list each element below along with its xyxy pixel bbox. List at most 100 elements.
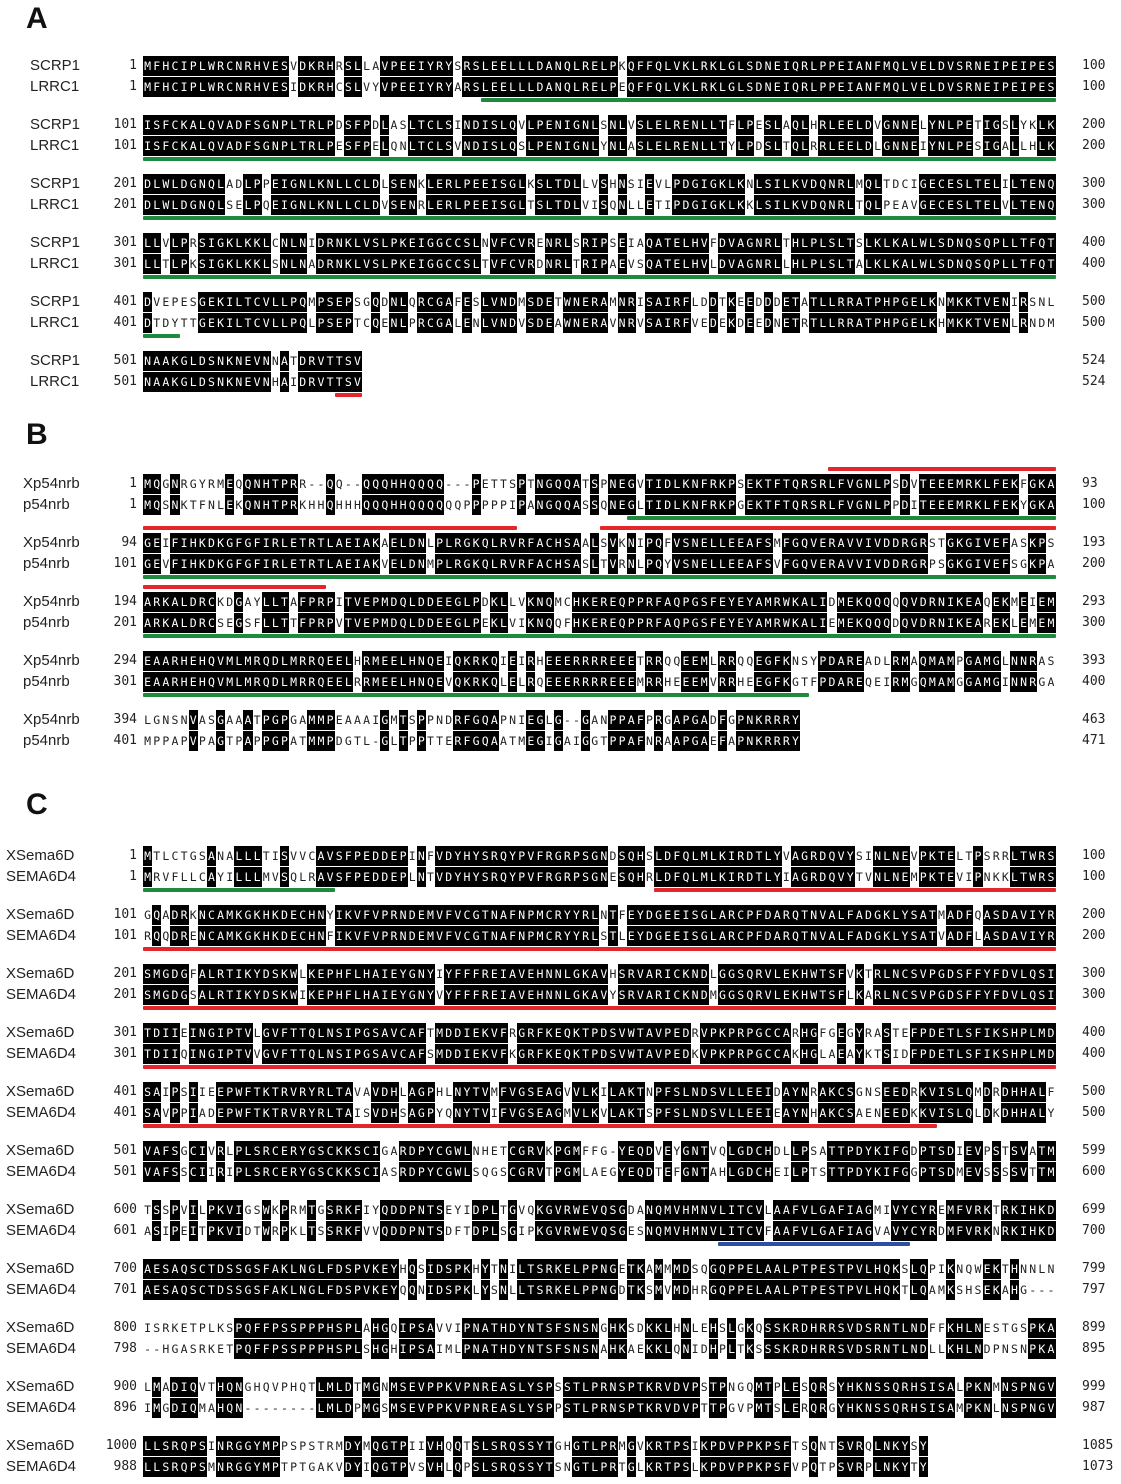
residue: I <box>973 554 983 574</box>
residue: K <box>982 1200 992 1220</box>
residue: P <box>408 316 416 330</box>
residue: N <box>509 713 517 727</box>
residue: R <box>307 533 317 553</box>
residue: Q <box>225 1398 235 1418</box>
residue: D <box>562 174 572 194</box>
residue: P <box>663 1044 673 1064</box>
residue: R <box>644 651 654 671</box>
residue: S <box>627 1321 635 1335</box>
residue: N <box>1009 672 1019 692</box>
residue: C <box>170 136 180 156</box>
residue: H <box>481 1144 489 1158</box>
residue: N <box>498 1280 508 1300</box>
residue: E <box>736 554 746 574</box>
residue: I <box>398 1318 408 1338</box>
residue: H <box>681 1200 691 1220</box>
residue: K <box>279 1280 289 1300</box>
residue: P <box>599 254 609 274</box>
residue: L <box>489 554 499 574</box>
residue: V <box>627 257 635 271</box>
panel-label-a: A <box>26 2 48 35</box>
residue: S <box>562 554 572 574</box>
residue: D <box>681 1023 691 1043</box>
residue: F <box>836 1221 846 1241</box>
residue: Q <box>425 495 435 515</box>
residue: P <box>371 592 381 612</box>
residue: D <box>700 295 708 309</box>
residue: R <box>389 926 399 946</box>
residue: S <box>936 1398 946 1418</box>
residue: S <box>745 56 755 76</box>
residue: Y <box>307 1103 317 1123</box>
residue: R <box>544 867 554 887</box>
residue: E <box>216 1082 226 1102</box>
residue: D <box>910 1144 918 1158</box>
residue: H <box>571 592 581 612</box>
residue: M <box>654 1259 664 1279</box>
residue: L <box>781 1259 791 1279</box>
residue: G <box>508 1200 518 1220</box>
residue: N <box>891 985 901 1005</box>
residue: N <box>891 115 901 135</box>
residue: R <box>416 292 426 312</box>
residue: Y <box>900 926 910 946</box>
residue: L <box>526 56 536 76</box>
residue: C <box>435 1141 445 1161</box>
residue: K <box>217 595 225 609</box>
residue: V <box>489 292 499 312</box>
residue: F <box>343 985 353 1005</box>
residue: F <box>708 592 718 612</box>
residue: S <box>763 554 773 574</box>
residue: E <box>1037 77 1047 97</box>
residue: P <box>435 1377 445 1397</box>
residue: R <box>553 233 563 253</box>
residue: S <box>801 654 809 668</box>
residue: Q <box>654 533 664 553</box>
residue: K <box>216 533 226 553</box>
residue: S <box>582 498 590 512</box>
residue: M <box>664 1262 672 1276</box>
residue: E <box>207 1085 215 1099</box>
residue: A <box>571 495 581 515</box>
residue: I <box>845 77 855 97</box>
residue: T <box>544 1436 554 1456</box>
residue: P <box>352 1023 362 1043</box>
residue: F <box>891 1162 901 1182</box>
residue: G <box>846 1026 854 1040</box>
residue: L <box>206 964 216 984</box>
residue: S <box>801 1380 809 1394</box>
sequence-name: SEMA6D4 <box>6 1458 77 1475</box>
residue: S <box>270 985 280 1005</box>
residue: T <box>936 867 946 887</box>
residue: K <box>179 136 189 156</box>
residue: P <box>462 1318 472 1338</box>
residue: L <box>900 1339 910 1359</box>
residue: P <box>809 233 819 253</box>
residue: L <box>562 964 572 984</box>
residue: V <box>509 616 517 630</box>
residue: Y <box>562 926 572 946</box>
residue: E <box>745 1259 755 1279</box>
residue: G <box>1020 1283 1028 1297</box>
residue: L <box>672 495 682 515</box>
residue: L <box>1047 295 1055 309</box>
residue: L <box>526 136 536 156</box>
residue: V <box>270 1023 280 1043</box>
residue: L <box>252 846 262 866</box>
sequence-start-position: 201 <box>113 615 137 630</box>
residue: N <box>863 1377 873 1397</box>
residue: T <box>737 1342 745 1356</box>
residue: I <box>1001 177 1009 191</box>
residue: S <box>608 1200 618 1220</box>
sequence-start-position: 501 <box>113 1143 137 1158</box>
residue: Q <box>536 675 544 689</box>
residue: N <box>298 174 308 194</box>
residue: D <box>609 849 617 863</box>
residue: L <box>170 195 180 215</box>
residue: G <box>444 1162 454 1182</box>
residue: I <box>170 1023 180 1043</box>
